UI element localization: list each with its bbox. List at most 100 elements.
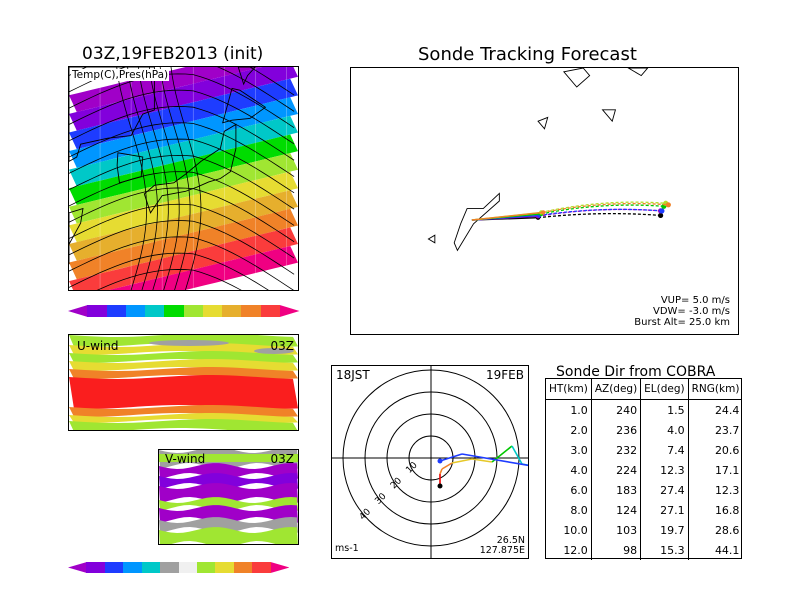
vwind-band [159, 527, 298, 544]
table-cell: 1.5 [640, 399, 689, 420]
descent-track [537, 212, 661, 219]
table-cell: 1.0 [570, 403, 588, 417]
map-caption: Temp(C),Pres(hPa) [71, 69, 170, 81]
cobra-table-panel: HT(km) AZ(deg) EL(deg) RNG(km) 1.0 240 1.5 24.4… [545, 378, 743, 560]
table-cell: 23.7 [687, 420, 743, 440]
colorbar-swatch [233, 562, 253, 573]
landing-point [665, 202, 671, 208]
uwind-time: 03Z [270, 339, 295, 353]
table-row: 3.0 232 7.4 20.6 [546, 440, 743, 460]
table-cell: 2.0 [570, 423, 588, 437]
tracking-map: VUP= 5.0 m/s VDW= -3.0 m/s Burst Alt= 25… [350, 67, 739, 335]
colorbar-swatch [222, 305, 242, 317]
polar-panel: 10 20 30 40 18JST 19FEB ms-1 26.5N 127.875E [331, 365, 529, 559]
colorbar-swatch [104, 562, 124, 573]
burst-point [541, 210, 546, 215]
temp-band [69, 208, 298, 280]
hodograph-end [437, 458, 443, 464]
table-cell: 16.8 [687, 500, 743, 520]
temp-band [69, 171, 298, 243]
colorbar-swatch [86, 562, 106, 573]
hodograph-segment [439, 468, 443, 475]
ascent-track [471, 211, 544, 221]
temp-band [69, 67, 298, 131]
table-cell: 27.4 [640, 480, 689, 500]
isobar [69, 138, 295, 194]
vwind-band [159, 505, 298, 523]
tracking-title: Sonde Tracking Forecast [418, 44, 637, 65]
temp-band [69, 78, 298, 150]
isobar [96, 269, 242, 290]
colorbar-swatch [202, 305, 223, 317]
isobar [69, 203, 295, 259]
colorbar-swatch [68, 305, 88, 317]
table-cell: 7.4 [640, 440, 689, 460]
table-cell: 183 [590, 480, 641, 500]
vwind-band [159, 483, 298, 503]
isobar [138, 67, 169, 290]
table-row: 1.0 240 1.5 24.4 [546, 399, 743, 420]
vwind-band [159, 497, 298, 511]
table-cell: 20.6 [687, 440, 743, 460]
polar-lon: 127.875E [479, 545, 525, 556]
table-cell: 98 [590, 540, 641, 560]
hodograph-segment [451, 458, 473, 464]
temp-band [69, 67, 262, 113]
coastline [143, 123, 237, 214]
polar-time: 18JST [336, 368, 370, 382]
colorbar-swatch [68, 562, 87, 573]
descent-track [541, 204, 664, 215]
cobra-title: Sonde Dir from COBRA [556, 364, 716, 380]
table-cell: 6.0 [570, 483, 588, 497]
hodograph-segment [511, 445, 523, 465]
colorbar-swatch [270, 562, 290, 573]
island [537, 116, 549, 130]
temp-band [69, 115, 298, 187]
coastline [69, 207, 84, 265]
table-cell: 17.1 [687, 460, 743, 480]
isobar [148, 67, 180, 290]
wind-colorbar [68, 562, 290, 573]
isobar [69, 171, 295, 226]
table-cell: 103 [590, 520, 641, 540]
isobar [69, 252, 269, 290]
island [427, 234, 436, 244]
hodograph-segment [441, 462, 453, 470]
isobar [69, 154, 295, 210]
table-cell: 232 [590, 440, 641, 460]
table-cell: 224 [590, 460, 641, 480]
island [627, 68, 649, 77]
colorbar-swatch [141, 562, 161, 573]
uwind-band [69, 375, 298, 409]
table-cell: 15.3 [640, 540, 689, 560]
table-header: EL(deg) [640, 379, 689, 400]
cobra-table: HT(km) AZ(deg) EL(deg) RNG(km) 1.0 240 1.5 24.4… [546, 379, 743, 560]
uwind-title: U-wind [77, 339, 119, 353]
temp-pressure-map: Temp(C),Pres(hPa) [68, 66, 299, 291]
uwind-band [69, 419, 298, 430]
table-cell: 4.0 [640, 420, 689, 440]
table-header: RNG(km) [687, 379, 743, 400]
polar-location: 26.5N 127.875E [480, 536, 525, 556]
landing-point [659, 208, 665, 214]
table-row: 2.0 236 4.0 23.7 [546, 420, 743, 440]
table-row: 12.0 98 15.3 44.1 [546, 540, 743, 560]
table-cell: 12.0 [563, 543, 588, 557]
descent-track [543, 202, 669, 214]
isobar [69, 220, 295, 275]
hodograph-segment [471, 458, 493, 463]
colorbar-swatch [125, 305, 146, 317]
isobar [116, 67, 147, 290]
map-svg [69, 67, 298, 290]
table-cell: 3.0 [570, 443, 588, 457]
ring-label: 40 [358, 507, 373, 522]
vwind-panel: V-wind 03Z [158, 449, 299, 545]
table-row: 8.0 124 27.1 16.8 [546, 500, 743, 520]
table-row: 6.0 183 27.4 12.3 [546, 480, 743, 500]
table-cell: 236 [590, 420, 641, 440]
table-cell: 44.1 [687, 540, 743, 560]
colorbar-swatch [160, 562, 179, 573]
island [453, 192, 500, 252]
colorbar-swatch [183, 305, 204, 317]
